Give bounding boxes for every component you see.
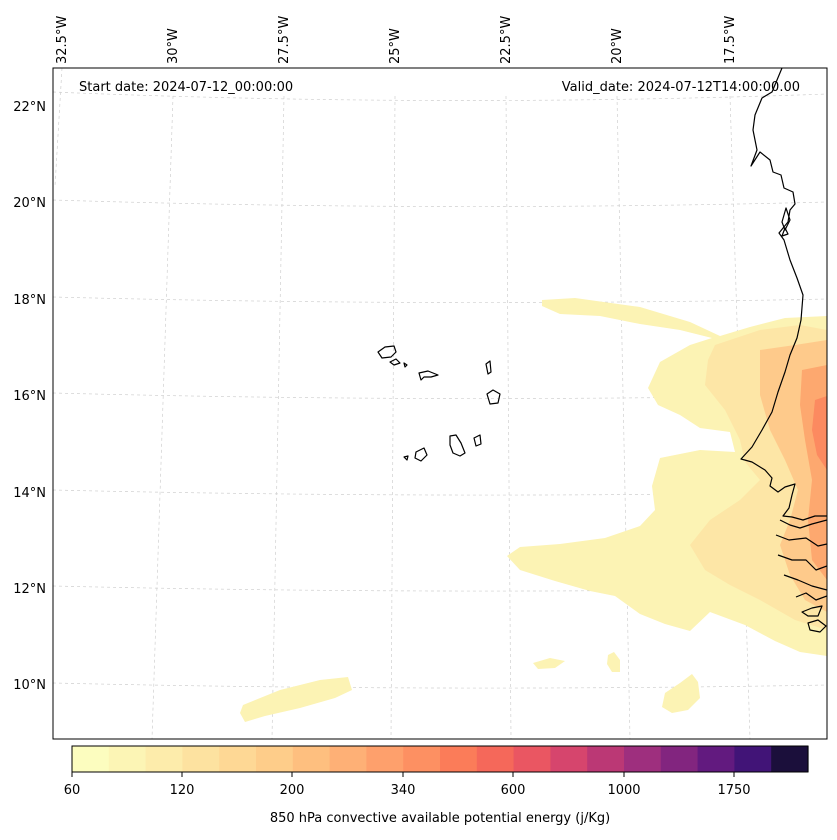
start-date-label: Start date: 2024-07-12_00:00:00 bbox=[79, 80, 293, 95]
colorbar-segment bbox=[624, 746, 662, 772]
colorbar-segment bbox=[587, 746, 625, 772]
valid-date-label: Valid_date: 2024-07-12T14:00:00.00 bbox=[562, 80, 800, 95]
lat-label: 10°N bbox=[13, 678, 46, 693]
colorbar-segment bbox=[72, 746, 110, 772]
colorbar-ticks bbox=[71, 772, 735, 777]
island-santiago bbox=[449, 434, 466, 457]
colorbar-segments bbox=[72, 746, 809, 772]
colorbar-segment bbox=[513, 746, 551, 772]
lat-label: 12°N bbox=[13, 582, 46, 597]
lat-label: 22°N bbox=[13, 100, 46, 115]
colorbar-segment bbox=[292, 746, 331, 772]
colorbar-tick-label: 1750 bbox=[717, 783, 750, 798]
west-africa-coastline bbox=[740, 68, 827, 521]
lon-label: 17.5°W bbox=[723, 16, 738, 64]
colorbar-tick-label: 1000 bbox=[607, 783, 640, 798]
lon-label: 30°W bbox=[166, 28, 181, 64]
lat-label: 16°N bbox=[13, 389, 46, 404]
island-santa-luzia bbox=[403, 362, 408, 368]
colorbar-segment bbox=[219, 746, 257, 772]
island-maio bbox=[473, 434, 482, 447]
cape-field-south-3 bbox=[607, 652, 620, 672]
island-sao-vicente bbox=[389, 358, 401, 366]
colorbar-segment bbox=[182, 746, 220, 772]
cape-field bbox=[240, 298, 827, 722]
island-fogo bbox=[414, 447, 428, 462]
lat-tick-labels: 22°N 20°N 18°N 16°N 14°N 12°N 10°N bbox=[13, 100, 46, 693]
island-boa-vista bbox=[486, 389, 501, 405]
colorbar-segment bbox=[476, 746, 515, 772]
lon-label: 32.5°W bbox=[55, 16, 70, 64]
colorbar-segment bbox=[403, 746, 441, 772]
lat-label: 18°N bbox=[13, 293, 46, 308]
colorbar-segment bbox=[660, 746, 699, 772]
lon-label: 22.5°W bbox=[499, 16, 514, 64]
map-frame bbox=[52, 67, 828, 740]
lon-tick-labels: 32.5°W 30°W 27.5°W 25°W 22.5°W 20°W 17.5… bbox=[55, 16, 738, 64]
colorbar-segment bbox=[771, 746, 809, 772]
cape-field-peak bbox=[812, 396, 827, 470]
colorbar-segment bbox=[440, 746, 478, 772]
colorbar-frame bbox=[71, 745, 809, 773]
colorbar-segment bbox=[329, 746, 367, 772]
colorbar-segment bbox=[145, 746, 183, 772]
cape-field-south-1 bbox=[240, 677, 352, 722]
lat-label: 20°N bbox=[13, 196, 46, 211]
cape-field-south-4 bbox=[662, 674, 700, 713]
island-sal bbox=[485, 360, 492, 375]
lat-label: 14°N bbox=[13, 486, 46, 501]
colorbar-tick-label: 120 bbox=[170, 783, 195, 798]
colorbar-tick-labels: 60 120 200 340 600 1000 1750 bbox=[64, 783, 751, 798]
lon-label: 27.5°W bbox=[277, 16, 292, 64]
coastline bbox=[740, 68, 827, 633]
colorbar-segment bbox=[256, 746, 294, 772]
lon-label: 25°W bbox=[388, 28, 403, 64]
island-sao-nicolau bbox=[418, 370, 439, 381]
colorbar-tick-label: 60 bbox=[64, 783, 81, 798]
cape-field-south-2 bbox=[533, 658, 565, 669]
colorbar: 60 120 200 340 600 1000 1750 850 hPa con… bbox=[64, 745, 809, 826]
colorbar-tick-label: 340 bbox=[391, 783, 416, 798]
colorbar-segment bbox=[108, 746, 147, 772]
cape-verde-islands bbox=[377, 345, 501, 462]
colorbar-segment bbox=[734, 746, 772, 772]
island-brava bbox=[403, 455, 409, 461]
colorbar-segment bbox=[697, 746, 735, 772]
colorbar-tick-label: 200 bbox=[280, 783, 305, 798]
colorbar-label: 850 hPa convective available potential e… bbox=[270, 811, 610, 826]
colorbar-segment bbox=[550, 746, 588, 772]
colorbar-tick-label: 600 bbox=[501, 783, 526, 798]
graticule bbox=[53, 68, 827, 739]
colorbar-segment bbox=[366, 746, 404, 772]
island-santo-antao bbox=[377, 345, 397, 359]
lon-label: 20°W bbox=[610, 28, 625, 64]
